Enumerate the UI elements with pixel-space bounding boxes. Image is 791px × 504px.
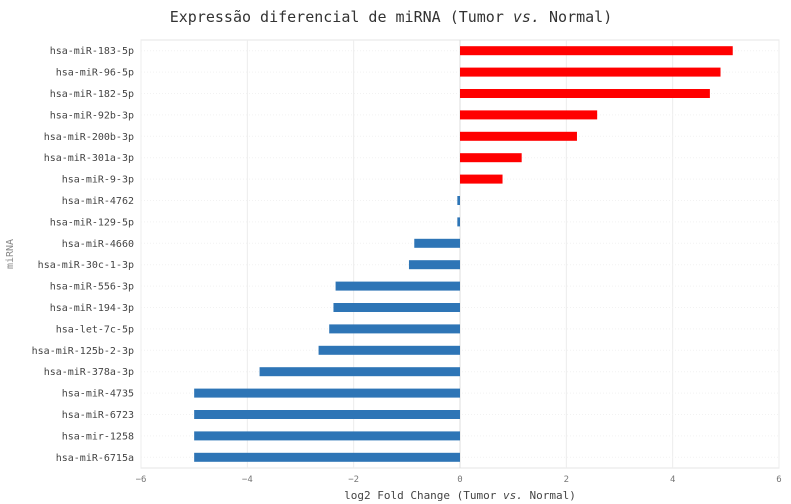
y-tick-label: hsa-miR-182-5p (50, 89, 134, 100)
y-tick-label: hsa-miR-200b-3p (44, 132, 134, 143)
y-tick-label: hsa-miR-301a-3p (44, 153, 134, 164)
y-tick-label: hsa-miR-9-3p (62, 175, 134, 186)
y-tick-label: hsa-miR-30c-1-3p (38, 260, 134, 271)
y-tick-label: hsa-mir-1258 (62, 431, 134, 442)
bar (457, 196, 460, 205)
bar (318, 345, 460, 355)
x-tick-label: −4 (242, 475, 253, 485)
x-tick-label: 6 (776, 475, 781, 485)
bar (333, 303, 460, 312)
y-tick-label: hsa-miR-556-3p (50, 282, 134, 293)
x-tick-label: −2 (348, 475, 359, 485)
bar (335, 281, 460, 291)
y-tick-label: hsa-miR-6723 (62, 410, 134, 421)
bar (457, 217, 460, 227)
y-tick-label: hsa-miR-6715a (56, 453, 134, 464)
bar (460, 89, 710, 98)
y-tick-label: hsa-miR-378a-3p (44, 367, 134, 378)
y-tick-label: hsa-miR-129-5p (50, 217, 134, 228)
x-axis-label: log2 Fold Change (Tumor vs. Normal) (344, 489, 576, 502)
bar (460, 131, 577, 141)
bar (408, 260, 460, 270)
x-tick-label: 0 (457, 475, 462, 485)
y-tick-label: hsa-miR-92b-3p (50, 110, 134, 121)
bar (194, 388, 460, 398)
y-axis-label: miRNA (5, 239, 16, 269)
bar (329, 324, 460, 334)
y-tick-label: hsa-miR-125b-2-3p (32, 346, 134, 357)
y-tick-labels: hsa-miR-183-5p hsa-miR-96-5p hsa-miR-182-5… (32, 46, 134, 464)
bar (460, 46, 733, 56)
bar (194, 410, 460, 419)
bars (194, 46, 733, 462)
chart-title: Expressão diferencial de miRNA (Tumor vs… (170, 8, 613, 26)
bar (460, 110, 598, 120)
y-tick-label: hsa-miR-183-5p (50, 46, 134, 57)
bar (194, 431, 460, 441)
bar (414, 238, 460, 248)
y-tick-label: hsa-miR-194-3p (50, 303, 134, 314)
x-tick-label: 2 (564, 475, 569, 485)
y-tick-label: hsa-let-7c-5p (56, 324, 134, 335)
x-tick-label: −6 (136, 475, 147, 485)
y-tick-label: hsa-miR-4735 (62, 389, 134, 400)
bar (460, 67, 721, 77)
y-tick-label: hsa-miR-4660 (62, 239, 134, 250)
bar (460, 153, 522, 163)
bar (460, 174, 503, 184)
bar (259, 367, 460, 377)
x-tick-label: 4 (670, 475, 675, 485)
grid-lines (140, 39, 780, 469)
x-tick-labels: −6 −4 −2 0 2 4 6 (136, 475, 782, 485)
bar (194, 452, 460, 462)
y-tick-label: hsa-miR-96-5p (56, 68, 134, 79)
y-tick-label: hsa-miR-4762 (62, 196, 134, 207)
